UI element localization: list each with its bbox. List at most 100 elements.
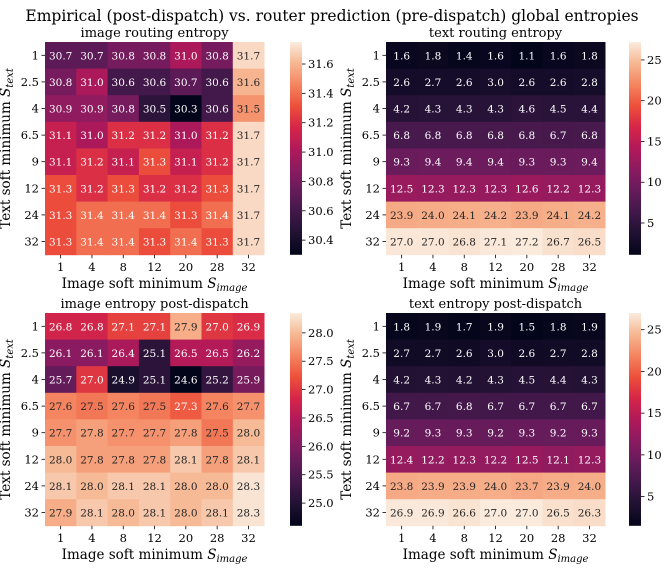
x-tick-label: 28	[551, 260, 566, 274]
cell-value-label: 2.6	[456, 77, 473, 89]
heatmap-cell	[386, 95, 418, 123]
heatmap-panel-4: text entropy post-dispatch 1.8 1.9 1.7 1.9 1.…	[339, 297, 662, 565]
x-tick-label: 1	[57, 260, 64, 274]
cell-value-label: 28.1	[49, 481, 72, 493]
y-tick-label: 9	[32, 155, 39, 169]
cell-value-label: 31.2	[205, 157, 228, 169]
heatmap-cell	[448, 446, 481, 473]
cell-value-label: 31.3	[143, 237, 166, 249]
heatmap-cell	[573, 446, 606, 473]
cell-value-label: 28.0	[49, 454, 72, 466]
colorbar-tick-label: 15	[647, 134, 662, 148]
colorbar-tick-label: 31.6	[308, 57, 334, 71]
heatmap-cell	[479, 68, 512, 96]
heatmap-cell	[479, 228, 512, 256]
heatmap-cell	[542, 366, 575, 394]
cell-value-label: 1.6	[393, 50, 410, 62]
cell-value-label: 24.1	[546, 210, 569, 222]
cell-value-label: 6.8	[456, 401, 473, 413]
colorbar-tick-label: 5	[647, 216, 654, 230]
y-tick-label: 1	[32, 319, 39, 333]
cell-value-label: 12.3	[453, 183, 476, 195]
cell-value-label: 2.6	[550, 77, 567, 89]
colorbar-tick-label: 25.0	[308, 496, 334, 510]
heatmap-cell	[479, 499, 512, 527]
heatmap-cell	[76, 95, 108, 123]
cell-value-label: 2.8	[581, 77, 598, 89]
y-tick-label: 32	[24, 506, 39, 520]
cell-value-label: 6.7	[581, 401, 598, 413]
heatmap-cell	[448, 121, 481, 149]
heatmap-cell	[417, 68, 449, 96]
cell-value-label: 31.7	[237, 157, 260, 169]
heatmap-cell	[45, 313, 77, 340]
cell-value-label: 31.3	[143, 157, 166, 169]
heatmap-cell	[386, 148, 418, 176]
y-axis-label: Text soft minimum Stext	[339, 338, 357, 500]
heatmap-cell	[45, 366, 77, 394]
cell-value-label: 2.6	[393, 77, 410, 89]
cell-value-label: 6.7	[425, 401, 442, 413]
cell-value-label: 30.8	[143, 50, 166, 62]
heatmap-cell	[45, 68, 77, 96]
y-tick-label: 2.5	[21, 75, 39, 89]
heatmap-cell	[448, 366, 481, 394]
cell-value-label: 2.7	[425, 348, 442, 360]
heatmap-cell	[386, 313, 418, 340]
cell-value-label: 24.1	[453, 210, 476, 222]
heatmap-cell	[542, 148, 575, 176]
cell-value-label: 31.0	[174, 130, 197, 142]
heatmap-cell	[138, 313, 171, 340]
cell-value-label: 9.2	[487, 428, 504, 440]
y-tick-label: 4	[373, 373, 380, 387]
colorbar-tick-label: 10	[647, 175, 662, 189]
heatmap-cell	[417, 95, 449, 123]
colorbar-tick-label: 27.5	[308, 354, 334, 368]
cell-value-label: 9.3	[550, 157, 567, 169]
y-tick-label: 24	[365, 479, 380, 493]
cell-value-label: 31.1	[49, 130, 72, 142]
cell-value-label: 23.9	[390, 210, 413, 222]
cell-value-label: 4.3	[487, 375, 504, 387]
colorbar-tick-label: 31.0	[308, 145, 334, 159]
heatmap-cell	[232, 42, 265, 69]
heatmap-cell	[417, 392, 449, 420]
cell-value-label: 9.3	[518, 157, 535, 169]
y-tick-label: 4	[373, 102, 380, 116]
heatmap-cell	[170, 175, 202, 202]
cell-value-label: 4.2	[456, 375, 473, 387]
heatmap-cell	[201, 201, 234, 229]
cell-value-label: 27.1	[143, 321, 166, 333]
x-tick-label: 28	[210, 260, 225, 274]
panel-title: image entropy post-dispatch	[61, 297, 250, 312]
cell-value-label: 1.7	[456, 321, 473, 333]
cell-value-label: 31.3	[49, 183, 72, 195]
x-tick-label: 32	[582, 260, 597, 274]
cell-value-label: 23.9	[546, 481, 569, 493]
cell-value-label: 4.4	[550, 375, 567, 387]
cell-value-label: 1.1	[518, 50, 535, 62]
heatmap-cell	[232, 68, 265, 96]
heatmap-cell	[107, 419, 140, 447]
heatmap-panel-1: image routing entropy 30.7 30.7 30.8 30.8 31.…	[0, 26, 334, 294]
heatmap-cell	[511, 121, 543, 149]
heatmap-cell	[138, 419, 171, 447]
heatmap-cell	[201, 339, 234, 367]
colorbar	[290, 313, 302, 526]
heatmap-cell	[511, 472, 543, 500]
heatmap-cell	[542, 95, 575, 123]
heatmap-cell	[232, 499, 265, 527]
cell-value-label: 4.3	[581, 375, 598, 387]
cell-value-label: 31.3	[112, 183, 135, 195]
y-tick-label: 32	[365, 506, 380, 520]
y-tick-label: 4	[32, 102, 39, 116]
heatmap-cell	[448, 68, 481, 96]
cell-value-label: 31.0	[174, 50, 197, 62]
heatmap-cell	[45, 42, 77, 69]
cell-value-label: 30.6	[205, 77, 229, 89]
cell-value-label: 1.9	[425, 321, 442, 333]
heatmap-cell	[448, 339, 481, 367]
cell-value-label: 6.8	[581, 130, 598, 142]
heatmap-cell	[542, 68, 575, 96]
cell-value-label: 27.7	[112, 428, 135, 440]
